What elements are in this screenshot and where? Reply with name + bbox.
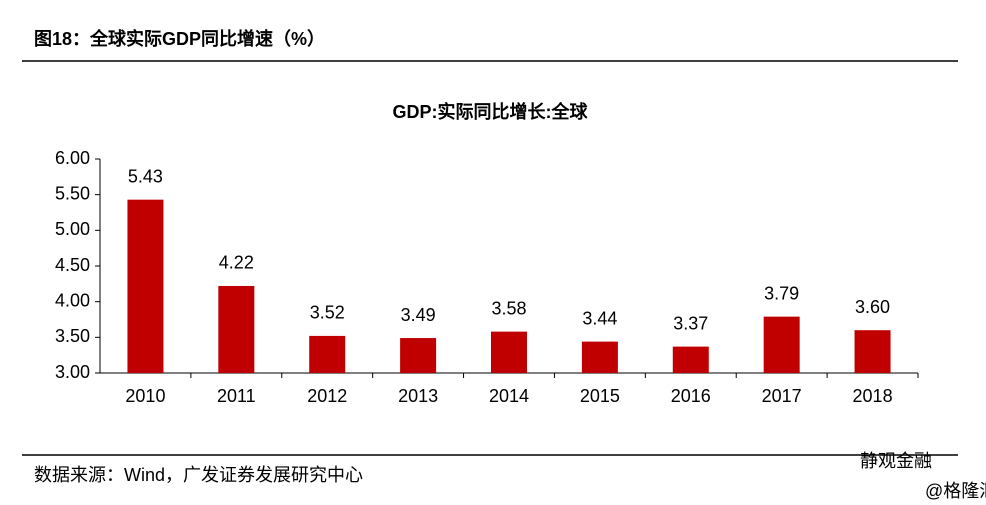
x-tick-label: 2012 xyxy=(307,386,347,406)
y-tick-label: 3.50 xyxy=(55,326,90,346)
value-label: 4.22 xyxy=(219,253,254,273)
y-tick-label: 6.00 xyxy=(55,148,90,168)
x-tick-label: 2016 xyxy=(671,386,711,406)
value-label: 3.44 xyxy=(582,308,617,328)
x-tick-label: 2010 xyxy=(125,386,165,406)
x-tick-label: 2011 xyxy=(217,386,256,406)
x-tick-label: 2018 xyxy=(853,386,893,406)
bar xyxy=(672,346,709,373)
y-tick-label: 4.00 xyxy=(55,290,90,310)
bar xyxy=(581,341,618,373)
y-tick-label: 5.00 xyxy=(55,219,90,239)
figure-title: 图18：全球实际GDP同比增速（%） xyxy=(34,28,325,49)
value-label: 3.52 xyxy=(310,303,345,323)
x-tick-label: 2017 xyxy=(762,386,802,406)
watermark-brand: 静观金融 xyxy=(860,451,932,471)
value-label: 5.43 xyxy=(128,166,163,186)
y-tick-label: 5.50 xyxy=(55,183,90,203)
value-label: 3.60 xyxy=(855,297,890,317)
watermark-site: @格隆汇 xyxy=(925,481,986,501)
bar xyxy=(309,335,346,373)
bar xyxy=(491,331,527,373)
value-label: 3.79 xyxy=(764,283,799,303)
bar xyxy=(763,316,800,373)
x-tick-label: 2015 xyxy=(580,386,620,406)
bar xyxy=(218,285,255,373)
y-tick-label: 4.50 xyxy=(55,255,90,275)
bar xyxy=(400,338,437,373)
value-label: 3.37 xyxy=(673,313,708,333)
y-tick-label: 3.00 xyxy=(55,362,90,382)
x-tick-label: 2013 xyxy=(398,386,438,406)
bar xyxy=(127,199,164,373)
bar xyxy=(854,330,891,373)
source-note: 数据来源：Wind，广发证券发展研究中心 xyxy=(34,465,363,485)
value-label: 3.58 xyxy=(491,298,526,318)
chart-title: GDP:实际同比增长:全球 xyxy=(393,101,589,122)
value-label: 3.49 xyxy=(401,305,436,325)
x-tick-label: 2014 xyxy=(489,386,529,406)
